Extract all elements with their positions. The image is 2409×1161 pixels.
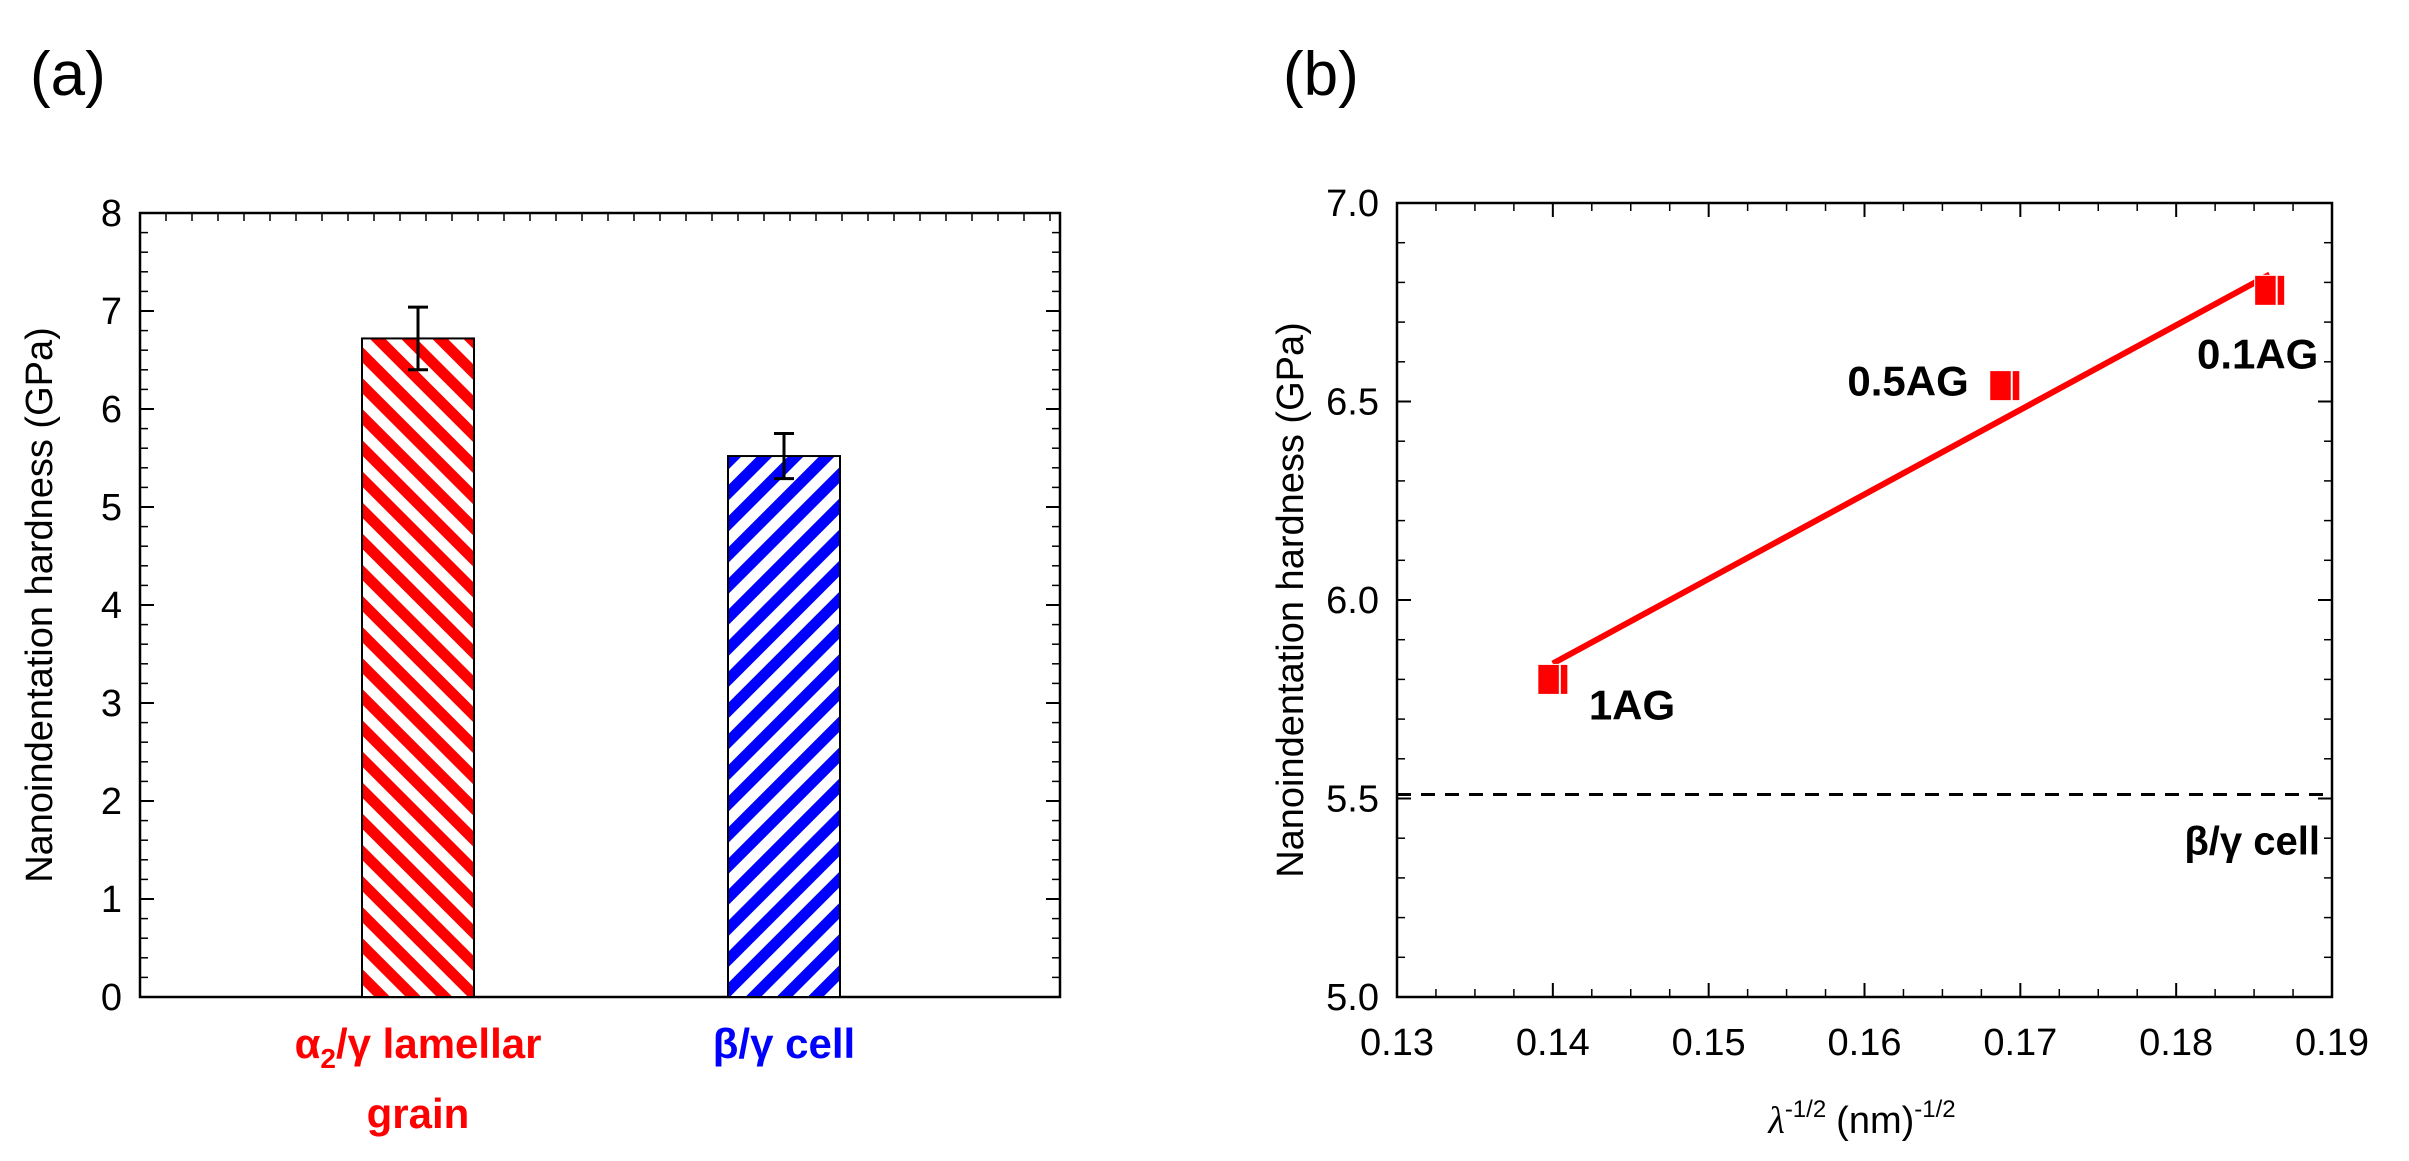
data-point-label: 0.1AG bbox=[2197, 330, 2318, 377]
category-label-part: α bbox=[295, 1020, 321, 1067]
y-tick-label: 7.0 bbox=[1326, 183, 1379, 225]
bar-lamellar-grain bbox=[361, 337, 475, 998]
axis-ticks-b bbox=[1396, 202, 2333, 998]
y-axis-label-a: Nanoindentation hardness (GPa) bbox=[19, 327, 61, 883]
category-label: α2/γ lamellar bbox=[295, 1020, 542, 1074]
y-tick-label: 0 bbox=[101, 977, 122, 1019]
x-axis-label-b: λ-1/2 (nm)-1/2 bbox=[1767, 1096, 1955, 1142]
category-label-part: β/γ cell bbox=[713, 1020, 855, 1067]
y-tick-label: 4 bbox=[101, 585, 122, 627]
y-tick-label: 5 bbox=[101, 487, 122, 529]
data-point-0.5AG bbox=[1989, 370, 2021, 402]
y-tick-label: 6.5 bbox=[1326, 382, 1379, 424]
category-label-line2: grain bbox=[367, 1090, 470, 1137]
y-tick-label: 6.0 bbox=[1326, 580, 1379, 622]
panel-b-label: (b) bbox=[1283, 40, 1359, 109]
y-tick-labels-a: 0 1 2 3 4 5 6 7 8 bbox=[101, 193, 122, 1019]
category-labels-a: α2/γ lamellar grain β/γ cell bbox=[295, 1020, 856, 1137]
y-ticks-a bbox=[140, 212, 1060, 998]
x-tick-label: 0.16 bbox=[1828, 1022, 1902, 1064]
y-tick-label: 5.5 bbox=[1326, 779, 1379, 821]
bars-a bbox=[361, 305, 841, 999]
y-tick-label: 1 bbox=[101, 879, 122, 921]
x-tick-label: 0.18 bbox=[2139, 1022, 2213, 1064]
plot-frame-b bbox=[1395, 201, 2334, 999]
data-point-1AG bbox=[1537, 663, 1569, 695]
tick-labels-b: 5.0 5.5 6.0 6.5 7.0 0.13 0.14 0.15 0.16 0.17 0.18 0… bbox=[1326, 183, 2369, 1064]
y-tick-label: 5.0 bbox=[1326, 977, 1379, 1019]
x-axis-label-unit: (nm) bbox=[1836, 1100, 1914, 1142]
points-b: 1AG 0.5AG 0.1AG bbox=[1537, 274, 2318, 728]
data-point-label: 1AG bbox=[1589, 681, 1675, 728]
x-tick-label: 0.13 bbox=[1360, 1022, 1434, 1064]
x-tick-label: 0.15 bbox=[1672, 1022, 1746, 1064]
panel-a-label: (a) bbox=[30, 40, 106, 109]
y-tick-label: 3 bbox=[101, 683, 122, 725]
fit-line bbox=[1551, 271, 2272, 667]
lines-b: β/γ cell bbox=[1397, 271, 2332, 864]
category-label-subscript: 2 bbox=[320, 1043, 336, 1074]
category-label-part: /γ lamellar bbox=[336, 1020, 541, 1067]
data-point-0.1AG bbox=[2254, 274, 2286, 306]
bar-cell bbox=[727, 455, 841, 999]
plot-frame-a bbox=[138, 211, 1062, 999]
x-axis-label-symbol: λ bbox=[1767, 1100, 1784, 1142]
y-tick-label: 6 bbox=[101, 389, 122, 431]
data-point-label: 0.5AG bbox=[1847, 358, 1968, 405]
reference-line-label: β/γ cell bbox=[2184, 820, 2320, 864]
x-tick-label: 0.14 bbox=[1516, 1022, 1590, 1064]
panel-b: (b) 5.0 5.5 6.0 6.5 7.0 0.13 0.14 0.15 0.16 0.17 0… bbox=[1270, 40, 2369, 1142]
panel-a: (a) 0 1 2 3 4 5 6 7 8 Nanoindentation hardness (… bbox=[19, 40, 1062, 1137]
y-axis-label-b: Nanoindentation hardness (GPa) bbox=[1270, 322, 1312, 878]
y-tick-label: 2 bbox=[101, 781, 122, 823]
y-tick-label: 7 bbox=[101, 291, 122, 333]
x-axis-label-sup2: -1/2 bbox=[1914, 1096, 1955, 1123]
x-tick-label: 0.19 bbox=[2295, 1022, 2369, 1064]
x-axis-label-sup1: -1/2 bbox=[1785, 1096, 1826, 1123]
category-label: β/γ cell bbox=[713, 1020, 855, 1067]
y-tick-label: 8 bbox=[101, 193, 122, 235]
x-tick-label: 0.17 bbox=[1983, 1022, 2057, 1064]
